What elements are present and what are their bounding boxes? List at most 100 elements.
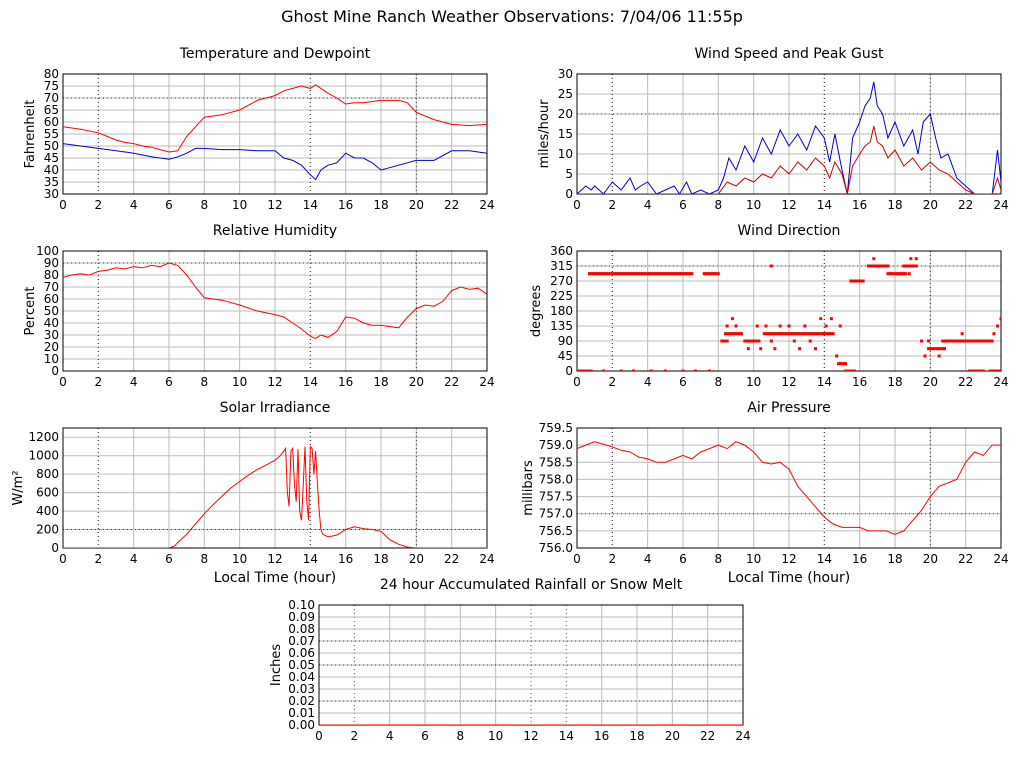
x-tick-label: 6	[679, 375, 687, 389]
data-point	[875, 264, 879, 268]
data-point	[789, 332, 793, 336]
data-point	[736, 332, 740, 336]
x-tick-label: 16	[338, 375, 353, 389]
data-point	[821, 332, 825, 336]
data-point	[971, 339, 975, 343]
data-point	[872, 257, 876, 261]
chart-rain: 0 2 4 6 8 10 12 14 16 18 20 22 240.000.010.020.030.0…	[269, 577, 751, 743]
data-point	[725, 332, 729, 336]
data-point	[939, 347, 943, 351]
data-point	[877, 264, 881, 268]
data-point	[792, 339, 796, 343]
chart-solar: 0 2 4 6 8 10 12 14 16 18 20 22 240200400600800100012…	[11, 400, 495, 586]
x-tick-label: 22	[444, 552, 459, 566]
x-tick-label: 2	[351, 729, 359, 743]
data-point	[874, 264, 878, 268]
data-point	[981, 369, 985, 371]
data-point	[603, 272, 607, 276]
data-point	[990, 369, 994, 371]
data-point	[909, 257, 913, 261]
data-point	[969, 339, 973, 343]
x-tick-label: 0	[315, 729, 323, 743]
data-point	[815, 332, 819, 336]
chart-title: Wind Speed and Peak Gust	[695, 46, 884, 62]
data-point	[831, 332, 835, 336]
data-point	[729, 332, 733, 336]
data-point	[994, 369, 998, 371]
data-point	[978, 339, 982, 343]
data-point	[753, 339, 757, 343]
x-tick-label: 22	[958, 375, 973, 389]
data-point	[596, 272, 600, 276]
y-tick-label: 30	[44, 187, 59, 201]
data-point	[672, 272, 676, 276]
y-axis-label: miles/hour	[537, 99, 552, 168]
y-tick-label: 600	[36, 486, 59, 500]
data-point	[602, 272, 605, 276]
data-point	[688, 272, 692, 276]
x-tick-label: 24	[993, 552, 1008, 566]
data-point	[856, 279, 860, 283]
data-point	[773, 332, 777, 336]
x-tick-label: 24	[735, 729, 750, 743]
y-tick-label: 10	[558, 147, 573, 161]
data-point	[928, 347, 932, 351]
data-point	[670, 272, 674, 276]
x-tick-label: 6	[165, 375, 173, 389]
data-point	[822, 332, 826, 336]
data-point	[676, 272, 680, 276]
data-point	[610, 272, 614, 276]
y-tick-label: 135	[550, 319, 573, 333]
data-point	[612, 272, 616, 276]
series-line-1	[577, 125, 1001, 194]
data-point	[950, 339, 954, 343]
data-point	[640, 272, 644, 276]
data-point	[900, 272, 904, 276]
y-tick-label: 1200	[28, 430, 59, 444]
data-point	[771, 332, 775, 336]
data-point	[577, 369, 581, 371]
data-point	[722, 339, 726, 343]
data-point	[955, 339, 959, 343]
data-point	[810, 332, 814, 336]
data-point	[637, 272, 641, 276]
page-title: Ghost Mine Ranch Weather Observations: 7…	[281, 7, 743, 26]
data-point	[706, 272, 710, 276]
y-tick-label: 758.5	[539, 455, 573, 469]
data-point	[923, 354, 927, 358]
data-point	[662, 272, 666, 276]
data-point	[708, 272, 711, 276]
x-tick-label: 16	[594, 729, 609, 743]
data-point	[897, 272, 901, 276]
data-point	[762, 332, 766, 336]
x-tick-label: 8	[201, 198, 209, 212]
data-point	[796, 332, 800, 336]
y-tick-label: 45	[558, 349, 573, 363]
y-tick-label: 5	[565, 167, 573, 181]
y-tick-label: 50	[44, 139, 59, 153]
y-axis-label: degrees	[529, 285, 544, 338]
data-point	[739, 332, 743, 336]
x-tick-label: 2	[609, 198, 617, 212]
chart-humidity: 0 2 4 6 8 10 12 14 16 18 20 22 240102030405060708090…	[23, 223, 495, 389]
data-point	[778, 324, 782, 328]
data-point	[769, 332, 773, 336]
y-axis-label: Inches	[269, 644, 284, 686]
data-point	[852, 279, 856, 283]
y-tick-label: 0	[51, 364, 59, 378]
data-point	[720, 339, 724, 343]
data-point	[580, 369, 584, 371]
series-line-0	[63, 84, 487, 153]
y-tick-label: 60	[44, 292, 59, 306]
data-point	[734, 324, 738, 328]
data-point	[600, 272, 604, 276]
data-point	[586, 369, 590, 371]
data-point	[584, 369, 588, 371]
x-tick-label: 18	[629, 729, 644, 743]
data-point	[808, 339, 812, 343]
data-point	[819, 332, 823, 336]
data-point	[768, 332, 772, 336]
x-tick-label: 24	[479, 198, 494, 212]
data-point	[974, 339, 978, 343]
